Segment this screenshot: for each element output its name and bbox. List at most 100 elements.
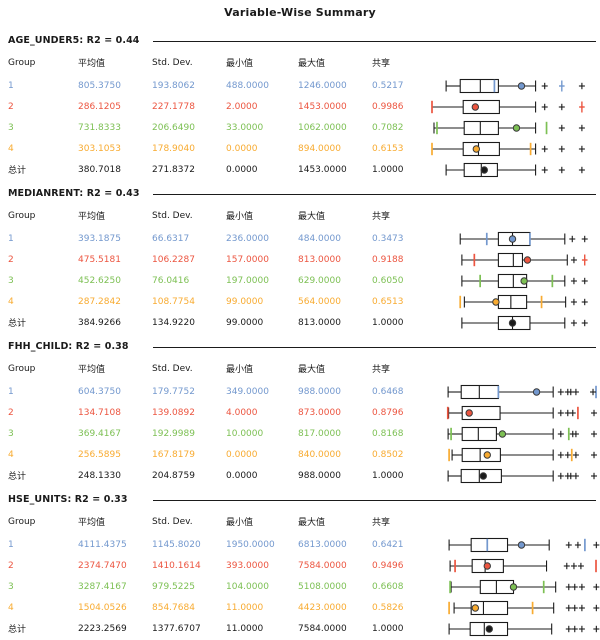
boxplot [448,600,600,615]
section-header: FHH_CHILD: R2 = 0.38 [8,339,600,356]
group-row: 1 4111.4375 1145.8020 1950.0000 6813.0000 0.6… [8,534,600,555]
section-heading: HSE_UNITS: R2 = 0.33 [8,494,128,505]
cell-mean: 475.5181 [78,254,121,265]
boxplot-cell [430,466,600,486]
cell-std-dev: 178.9040 [152,143,195,154]
cell-max: 564.0000 [298,296,341,307]
group-label: 总计 [8,472,27,482]
group-label: 3 [8,428,14,439]
cell-std-dev: 227.1778 [152,101,195,112]
cell-min: 10.0000 [226,428,264,439]
boxplot-cell [430,445,600,465]
cell-std-dev: 206.6490 [152,122,195,133]
cell-std-dev: 192.9989 [152,428,195,439]
boxplot [448,447,598,462]
cell-mean: 287.2842 [78,296,121,307]
boxplot [447,426,598,441]
cell-mean: 380.7018 [78,164,121,175]
cell-mean: 3287.4167 [78,581,127,592]
cell-share: 1.0000 [372,164,404,175]
cell-min: 11.0000 [226,602,264,613]
boxplot-cell [430,424,600,444]
column-header: 最小值 [226,365,254,375]
cell-std-dev: 167.8179 [152,449,195,460]
boxplot [461,252,588,267]
section-heading: AGE_UNDER5: R2 = 0.44 [8,35,140,46]
cell-mean: 134.7108 [78,407,121,418]
boxplot [459,294,588,309]
boxplot [447,468,598,483]
group-label: 4 [8,143,14,154]
group-row: 2 134.7108 139.0892 4.0000 873.0000 0.8796 [8,402,600,423]
column-header-row: Group 平均值 Std. Dev. 最小值 最大值 共享 [8,356,600,381]
boxplot-cell [430,535,600,555]
cell-max: 4423.0000 [298,602,347,613]
cell-max: 7584.0000 [298,560,347,571]
column-header: 共享 [372,365,391,375]
cell-mean: 393.1875 [78,233,121,244]
cell-share: 0.9496 [372,560,404,571]
column-header-row: Group 平均值 Std. Dev. 最小值 最大值 共享 [8,509,600,534]
group-label: 2 [8,101,14,112]
cell-std-dev: 139.0892 [152,407,195,418]
column-header: Std. Dev. [152,210,193,221]
boxplot [431,99,585,114]
cell-mean: 604.3750 [78,386,121,397]
cell-min: 0.0000 [226,449,258,460]
group-row: 4 1504.0526 854.7684 11.0000 4423.0000 0.5826 [8,597,600,618]
cell-mean: 303.1053 [78,143,121,154]
cell-share: 0.7082 [372,122,404,133]
group-label: 总计 [8,625,27,635]
cell-min: 393.0000 [226,560,269,571]
section-heading: FHH_CHILD: R2 = 0.38 [8,341,129,352]
group-label: 3 [8,275,14,286]
cell-min: 2.0000 [226,101,258,112]
column-header: 平均值 [78,518,106,528]
cell-max: 840.0000 [298,449,341,460]
cell-share: 0.8168 [372,428,404,439]
cell-min: 99.0000 [226,296,264,307]
section-rule-line [153,194,596,195]
cell-max: 813.0000 [298,317,341,328]
group-row: 4 287.2842 108.7754 99.0000 564.0000 0.6513 [8,291,600,312]
cell-std-dev: 979.5225 [152,581,195,592]
variable-section: MEDIANRENT: R2 = 0.43 Group 平均值 Std. Dev. 最小… [8,186,600,333]
cell-std-dev: 193.8062 [152,80,195,91]
boxplot [445,78,585,93]
cell-std-dev: 1145.8020 [152,539,201,550]
cell-min: 349.0000 [226,386,269,397]
group-row: 3 369.4167 192.9989 10.0000 817.0000 0.8168 [8,423,600,444]
page-title: Variable-Wise Summary [224,6,376,19]
boxplot [449,558,597,573]
cell-share: 1.0000 [372,317,404,328]
cell-min: 197.0000 [226,275,269,286]
column-header: Group [8,516,36,527]
boxplot-cell [430,403,600,423]
boxplot-cell [430,292,600,312]
cell-share: 0.6050 [372,275,404,286]
group-label: 1 [8,233,14,244]
group-row: 4 256.5895 167.8179 0.0000 840.0000 0.8502 [8,444,600,465]
cell-share: 0.3473 [372,233,404,244]
column-header: 平均值 [78,59,106,69]
section-rule-line [153,347,596,348]
cell-share: 0.6421 [372,539,404,550]
section-rule-line [153,500,596,501]
group-label: 总计 [8,166,27,176]
cell-mean: 4111.4375 [78,539,127,550]
cell-max: 484.0000 [298,233,341,244]
boxplot [431,141,585,156]
column-header: 平均值 [78,212,106,222]
cell-std-dev: 204.8759 [152,470,195,481]
cell-mean: 2374.7470 [78,560,127,571]
cell-share: 0.6513 [372,296,404,307]
boxplot-cell [430,271,600,291]
column-header: Std. Dev. [152,57,193,68]
group-row: 2 286.1205 227.1778 2.0000 1453.0000 0.9986 [8,96,600,117]
group-label: 3 [8,122,14,133]
group-label: 1 [8,386,14,397]
group-row: 1 604.3750 179.7752 349.0000 988.0000 0.6468 [8,381,600,402]
cell-max: 629.0000 [298,275,341,286]
cell-share: 1.0000 [372,470,404,481]
section-header: AGE_UNDER5: R2 = 0.44 [8,33,600,50]
